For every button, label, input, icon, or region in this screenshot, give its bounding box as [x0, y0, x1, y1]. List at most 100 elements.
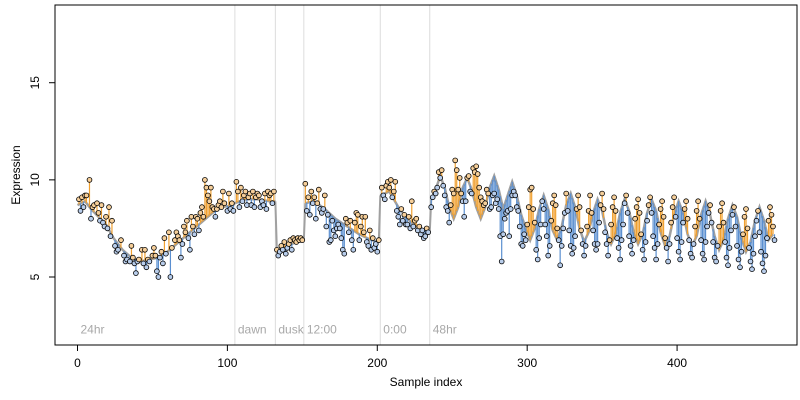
data-point-179	[365, 243, 372, 249]
data-point-412	[717, 208, 724, 214]
data-point-19	[107, 233, 114, 240]
data-point-212	[416, 223, 423, 230]
data-point-340	[609, 204, 616, 210]
data-point-67	[191, 231, 198, 238]
data-point-87	[221, 200, 228, 207]
data-point-169	[350, 247, 357, 253]
data-point-321	[581, 252, 587, 259]
data-point-195	[390, 188, 397, 195]
data-point-294	[540, 206, 547, 212]
data-point-272	[507, 206, 514, 212]
data-point-280	[519, 243, 526, 249]
data-point-13	[98, 202, 105, 208]
data-point-232	[447, 202, 454, 208]
data-point-407	[710, 239, 716, 245]
data-point-235	[452, 157, 459, 164]
data-point-141	[308, 188, 315, 195]
data-point-70	[196, 227, 202, 234]
data-point-89	[226, 190, 232, 197]
phase-boundaries	[234, 5, 431, 345]
data-point-289	[533, 247, 539, 253]
data-point-71	[197, 210, 204, 216]
data-point-441	[761, 268, 767, 275]
data-point-150	[321, 192, 328, 199]
data-point-286	[528, 184, 535, 191]
data-point-393	[689, 254, 695, 261]
data-point-330	[594, 241, 601, 247]
data-point-349	[623, 192, 629, 199]
data-point-185	[374, 248, 381, 255]
data-point-30	[130, 254, 136, 261]
data-point-346	[618, 237, 625, 243]
data-point-299	[548, 217, 554, 224]
data-point-331	[596, 219, 602, 226]
data-point-57	[176, 237, 183, 243]
data-point-291	[536, 235, 542, 241]
data-point-301	[551, 192, 557, 199]
data-point-72	[199, 204, 205, 210]
data-point-77	[206, 198, 213, 205]
data-point-257	[485, 190, 492, 197]
data-point-105	[251, 204, 258, 210]
data-point-237	[455, 186, 462, 193]
phase-label-0: dawn	[238, 322, 267, 336]
data-point-431	[746, 245, 752, 251]
data-point-69	[194, 215, 201, 222]
data-point-250	[474, 171, 481, 177]
data-point-163	[341, 250, 348, 257]
data-point-111	[260, 202, 267, 208]
data-point-204	[404, 221, 411, 228]
data-point-271	[506, 233, 513, 240]
data-point-305	[557, 262, 563, 269]
data-point-421	[731, 204, 737, 210]
phase-label-start: 24hr	[80, 322, 104, 336]
data-point-113	[263, 206, 270, 212]
data-point-448	[771, 237, 778, 243]
data-point-425	[737, 264, 743, 271]
data-points	[76, 157, 778, 280]
data-point-437	[755, 208, 761, 214]
data-point-353	[629, 250, 635, 257]
data-point-136	[299, 237, 306, 243]
data-point-207	[408, 198, 415, 205]
data-point-362	[642, 239, 649, 245]
data-point-313	[569, 250, 575, 257]
data-point-310	[564, 208, 571, 214]
data-point-326	[588, 210, 595, 216]
data-point-180	[366, 227, 373, 234]
x-tick-label-4: 400	[667, 356, 687, 370]
data-point-361	[641, 256, 647, 263]
data-point-29	[128, 243, 135, 249]
data-point-140	[306, 212, 313, 218]
phase-label-1: dusk	[278, 322, 304, 336]
x-tick-label-3: 300	[517, 356, 537, 370]
data-point-5	[83, 192, 90, 199]
data-point-216	[422, 233, 429, 240]
data-point-86	[220, 188, 226, 195]
phase-label-3: 0:00	[383, 322, 407, 336]
data-point-92	[230, 208, 237, 214]
data-point-48	[160, 260, 166, 267]
data-point-259	[488, 204, 495, 210]
data-point-94	[235, 188, 241, 195]
data-point-263	[494, 196, 501, 203]
data-point-400	[699, 250, 706, 257]
data-point-383	[674, 235, 680, 241]
residual-segments	[78, 160, 776, 277]
data-point-416	[723, 254, 730, 261]
data-point-76	[205, 192, 211, 199]
data-point-173	[356, 237, 363, 243]
data-point-352	[627, 243, 634, 249]
data-point-176	[360, 229, 367, 236]
data-point-292	[537, 221, 544, 228]
data-point-154	[327, 237, 334, 243]
data-point-336	[603, 241, 610, 247]
data-point-220	[429, 194, 436, 201]
data-point-46	[157, 254, 163, 261]
data-point-210	[413, 215, 420, 222]
data-point-47	[158, 248, 165, 255]
y-tick-label-2: 15	[28, 76, 42, 90]
data-point-282	[522, 237, 529, 243]
data-point-355	[632, 215, 638, 222]
data-point-49	[161, 235, 168, 241]
